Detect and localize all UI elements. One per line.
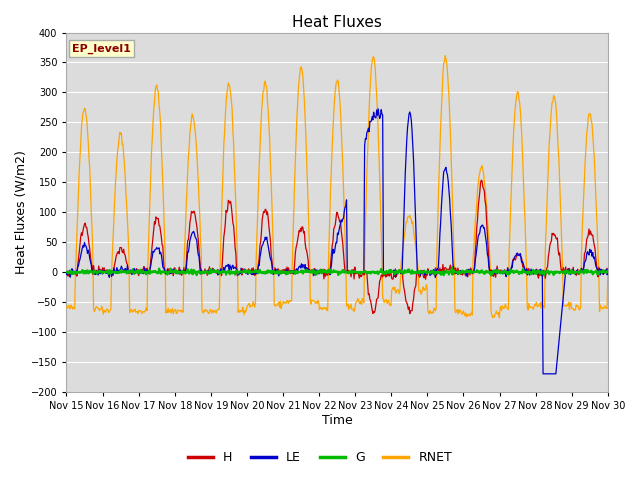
H (403, 300, 411, 305)
H (419, 273, 427, 279)
H (212, 269, 220, 275)
H (406, 311, 413, 317)
RNET (63, 304, 70, 310)
H (183, 250, 191, 255)
X-axis label: Time: Time (322, 414, 353, 427)
RNET (183, 189, 191, 195)
G (128, 268, 136, 274)
Line: H: H (67, 180, 608, 314)
RNET (72, 251, 80, 256)
H (63, 269, 70, 275)
Line: LE: LE (67, 109, 608, 374)
Y-axis label: Heat Fluxes (W/m2): Heat Fluxes (W/m2) (15, 150, 28, 274)
RNET (403, 219, 411, 225)
LE (419, 268, 427, 274)
G (487, 273, 495, 278)
G (403, 270, 411, 276)
RNET (442, 53, 449, 59)
RNET (495, 315, 503, 321)
G (63, 269, 70, 275)
G (212, 269, 220, 275)
LE (128, 272, 136, 277)
RNET (604, 269, 612, 275)
LE (404, 125, 412, 131)
Line: RNET: RNET (67, 56, 608, 318)
LE (540, 371, 547, 377)
LE (183, 258, 191, 264)
G (448, 264, 456, 270)
LE (374, 106, 382, 112)
G (604, 269, 612, 275)
Legend: H, LE, G, RNET: H, LE, G, RNET (183, 446, 457, 469)
LE (72, 269, 80, 275)
LE (63, 270, 70, 276)
G (72, 270, 80, 276)
RNET (419, 285, 426, 290)
RNET (128, 308, 136, 313)
G (419, 270, 426, 276)
Text: EP_level1: EP_level1 (72, 43, 131, 54)
LE (604, 269, 612, 275)
Line: G: G (67, 267, 608, 276)
H (477, 177, 485, 183)
LE (212, 269, 220, 275)
Title: Heat Fluxes: Heat Fluxes (292, 15, 382, 30)
H (128, 269, 136, 275)
RNET (212, 308, 220, 314)
G (183, 270, 191, 276)
H (604, 269, 612, 275)
H (72, 268, 80, 274)
